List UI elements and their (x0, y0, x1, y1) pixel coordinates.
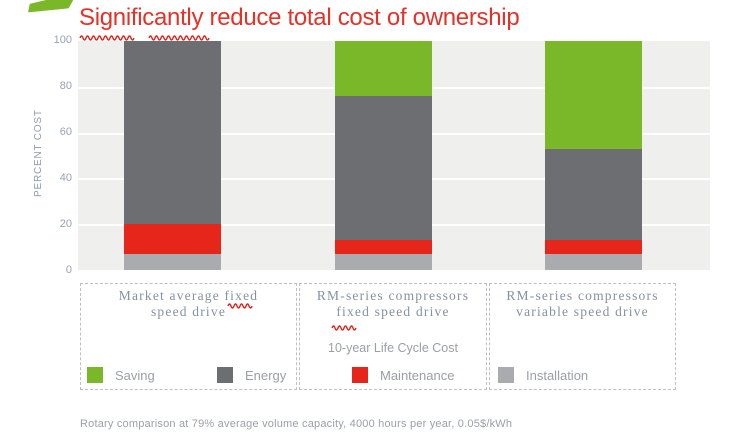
y-tick-label: 0 (65, 264, 72, 276)
y-tick-label: 60 (59, 126, 72, 138)
legend-label: Maintenance (380, 367, 455, 383)
y-tick-label: 100 (53, 34, 72, 46)
plot-area (78, 41, 710, 270)
bar-segment-energy (545, 148, 642, 241)
bar-segment-maintenance (124, 224, 221, 254)
bar-segment-maintenance (335, 240, 432, 254)
spellcheck-squiggle (148, 35, 210, 41)
category-label-line2: fixed speed drive (336, 304, 450, 319)
energy-swatch-icon (217, 367, 233, 383)
legend-item-installation: Installation (498, 367, 588, 383)
bar-segment-energy (335, 95, 432, 241)
category-panel-market-average: Market average fixed speed drive Saving … (80, 283, 297, 390)
category-label-line1: Market average fixed (118, 288, 259, 303)
category-panel-rm-fixed: RM-series compressors fixed speed drive … (299, 283, 487, 390)
bar-segment-maintenance (545, 240, 642, 254)
bar-segment-saving (335, 41, 432, 96)
page-title: Significantly reduce total cost of owner… (79, 4, 520, 31)
legend-label: Saving (115, 367, 155, 383)
stacked-bar-rm-series-variable (545, 41, 642, 270)
saving-swatch-icon (87, 367, 103, 383)
maintenance-swatch-icon (352, 367, 368, 383)
category-label: RM-series compressors fixed speed drive (300, 288, 486, 320)
category-label-line1: RM-series compressors (506, 288, 659, 303)
legend-label: Installation (526, 367, 589, 383)
category-label-line1: RM-series compressors (316, 288, 470, 303)
category-label: RM-series compressors variable speed dri… (490, 288, 675, 320)
legend-item-energy: Energy (217, 367, 286, 383)
life-cycle-cost-note: 10-year Life Cycle Cost (328, 341, 458, 355)
y-tick-label: 80 (59, 80, 72, 92)
bar-segment-installation (545, 253, 642, 270)
category-label-line2: variable speed drive (516, 304, 649, 319)
y-tick-label: 40 (59, 172, 72, 184)
stacked-bar-rm-series-fixed (335, 41, 432, 270)
spellcheck-squiggle (331, 325, 357, 331)
bar-segment-energy (124, 41, 221, 225)
corner-accent (26, 0, 80, 15)
legend-item-maintenance: Maintenance (352, 367, 454, 383)
footnote: Rotary comparison at 79% average volume … (80, 418, 513, 430)
y-tick-label: 20 (59, 218, 72, 230)
category-label-line2: speed drive (150, 304, 227, 319)
category-panel-rm-variable: RM-series compressors variable speed dri… (489, 283, 676, 390)
legend-item-saving: Saving (87, 367, 155, 383)
stacked-bar-market-average-fixed (124, 41, 221, 270)
bar-segment-installation (124, 253, 221, 270)
bar-segment-installation (335, 253, 432, 270)
legend-label: Energy (245, 367, 287, 383)
installation-swatch-icon (498, 367, 514, 383)
category-label: Market average fixed speed drive (81, 288, 296, 320)
bar-segment-saving (545, 41, 642, 149)
spellcheck-squiggle (79, 35, 135, 41)
spellcheck-squiggle (227, 303, 253, 309)
